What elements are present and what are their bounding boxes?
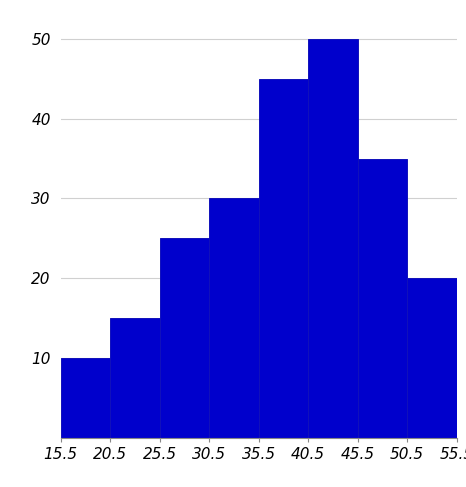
Bar [160,239,209,438]
Bar [61,358,110,438]
Bar [110,318,160,438]
Bar [308,38,358,438]
Bar [407,279,457,438]
Bar [259,78,308,438]
Bar [358,158,407,438]
Bar [209,199,259,438]
